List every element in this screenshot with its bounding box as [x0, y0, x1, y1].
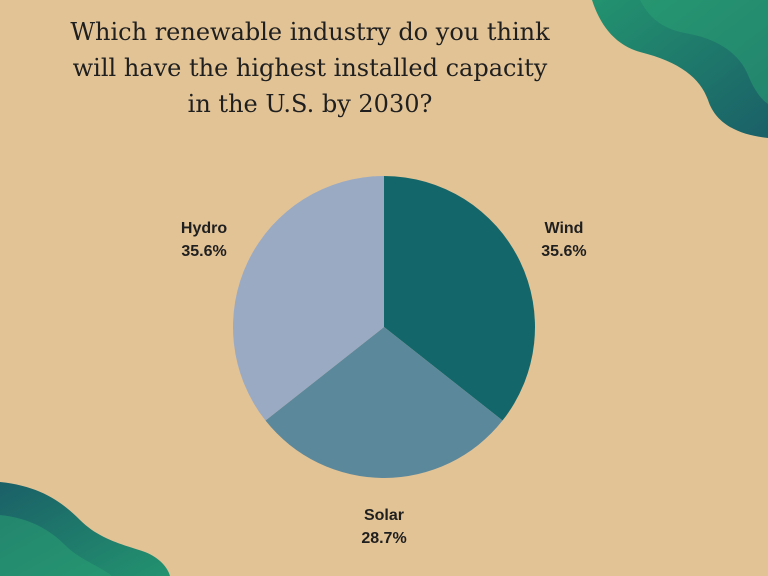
- pie-label-name: Wind: [544, 219, 584, 237]
- pie-label-percent: 35.6%: [541, 242, 587, 260]
- pie-label-percent: 28.7%: [361, 530, 407, 547]
- pie-label-wind: Wind 35.6%: [509, 217, 619, 263]
- top-right-wave-highlight: [640, 0, 768, 104]
- pie-label-percent: 35.6%: [181, 242, 227, 260]
- pie-label-name: Solar: [363, 507, 404, 524]
- chart-title: Which renewable industry do you think wi…: [70, 18, 550, 118]
- bottom-left-wave-highlight: [0, 515, 112, 576]
- pie-slice-wind: [384, 176, 535, 421]
- pie-label-name: Hydro: [180, 219, 228, 237]
- pie-label-solar: Solar 28.7%: [329, 504, 439, 550]
- pie-slice-solar: [265, 327, 503, 478]
- pie-label-hydro: Hydro 35.6%: [149, 217, 259, 263]
- pie-slice-hydro: [232, 176, 384, 421]
